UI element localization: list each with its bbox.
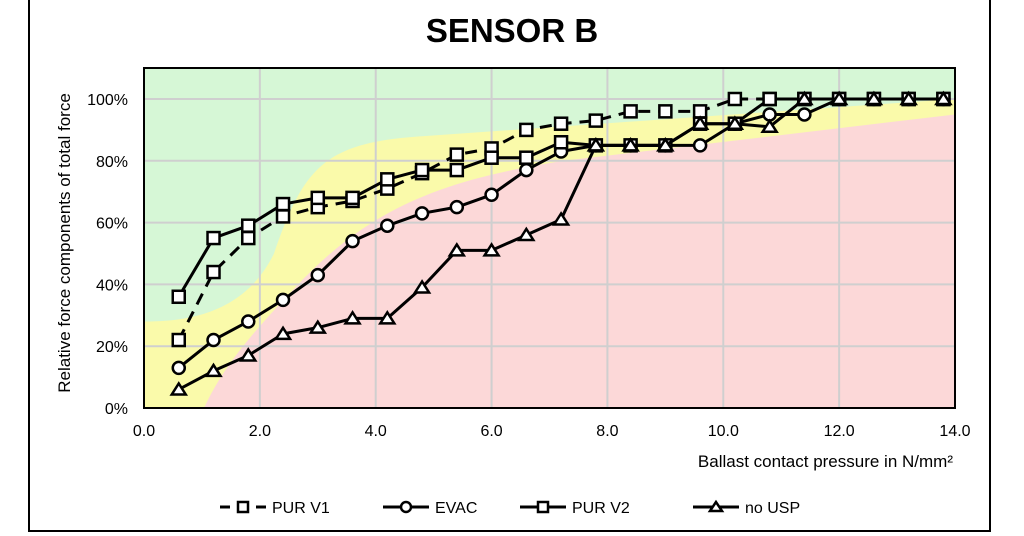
legend-item: EVAC — [383, 500, 477, 517]
y-tick-label: 20% — [96, 339, 128, 356]
y-tick-label: 80% — [96, 154, 128, 171]
gridlines — [144, 68, 955, 408]
x-axis-label: Ballast contact pressure in N/mm² — [698, 452, 953, 471]
legend-label: PUR V1 — [272, 500, 330, 517]
x-tick-label: 12.0 — [824, 423, 855, 440]
legend-item: PUR V2 — [520, 500, 630, 517]
x-tick-label: 8.0 — [596, 423, 618, 440]
y-tick-label: 40% — [96, 277, 128, 294]
x-tick-label: 6.0 — [480, 423, 502, 440]
axis-ticks: 0.0 2.0 4.0 6.0 8.0 10.0 12.0 14.0 0% 20% 40% 60% 80… — [87, 92, 971, 440]
chart-title: SENSOR B — [425, 12, 599, 49]
legend-item: PUR V1 — [220, 500, 330, 517]
x-tick-label: 2.0 — [249, 423, 271, 440]
legend-label: PUR V2 — [572, 500, 630, 517]
data-series — [169, 90, 953, 396]
y-tick-label: 60% — [96, 216, 128, 233]
series-no-usp — [169, 90, 953, 396]
x-tick-label: 4.0 — [365, 423, 387, 440]
y-tick-label: 100% — [87, 92, 128, 109]
x-tick-label: 0.0 — [133, 423, 155, 440]
legend: PUR V1 EVAC PUR V2 no USP — [220, 499, 800, 517]
x-tick-label: 10.0 — [708, 423, 739, 440]
legend-label: no USP — [745, 500, 800, 517]
plot-area-border — [143, 67, 956, 409]
legend-label: EVAC — [435, 500, 477, 517]
zone-red — [204, 114, 955, 408]
legend-item: no USP — [693, 499, 800, 517]
y-tick-label: 0% — [105, 401, 128, 418]
y-axis-label: Relative force components of total force — [55, 93, 74, 393]
background-zones — [144, 68, 955, 408]
x-tick-label: 14.0 — [939, 423, 970, 440]
